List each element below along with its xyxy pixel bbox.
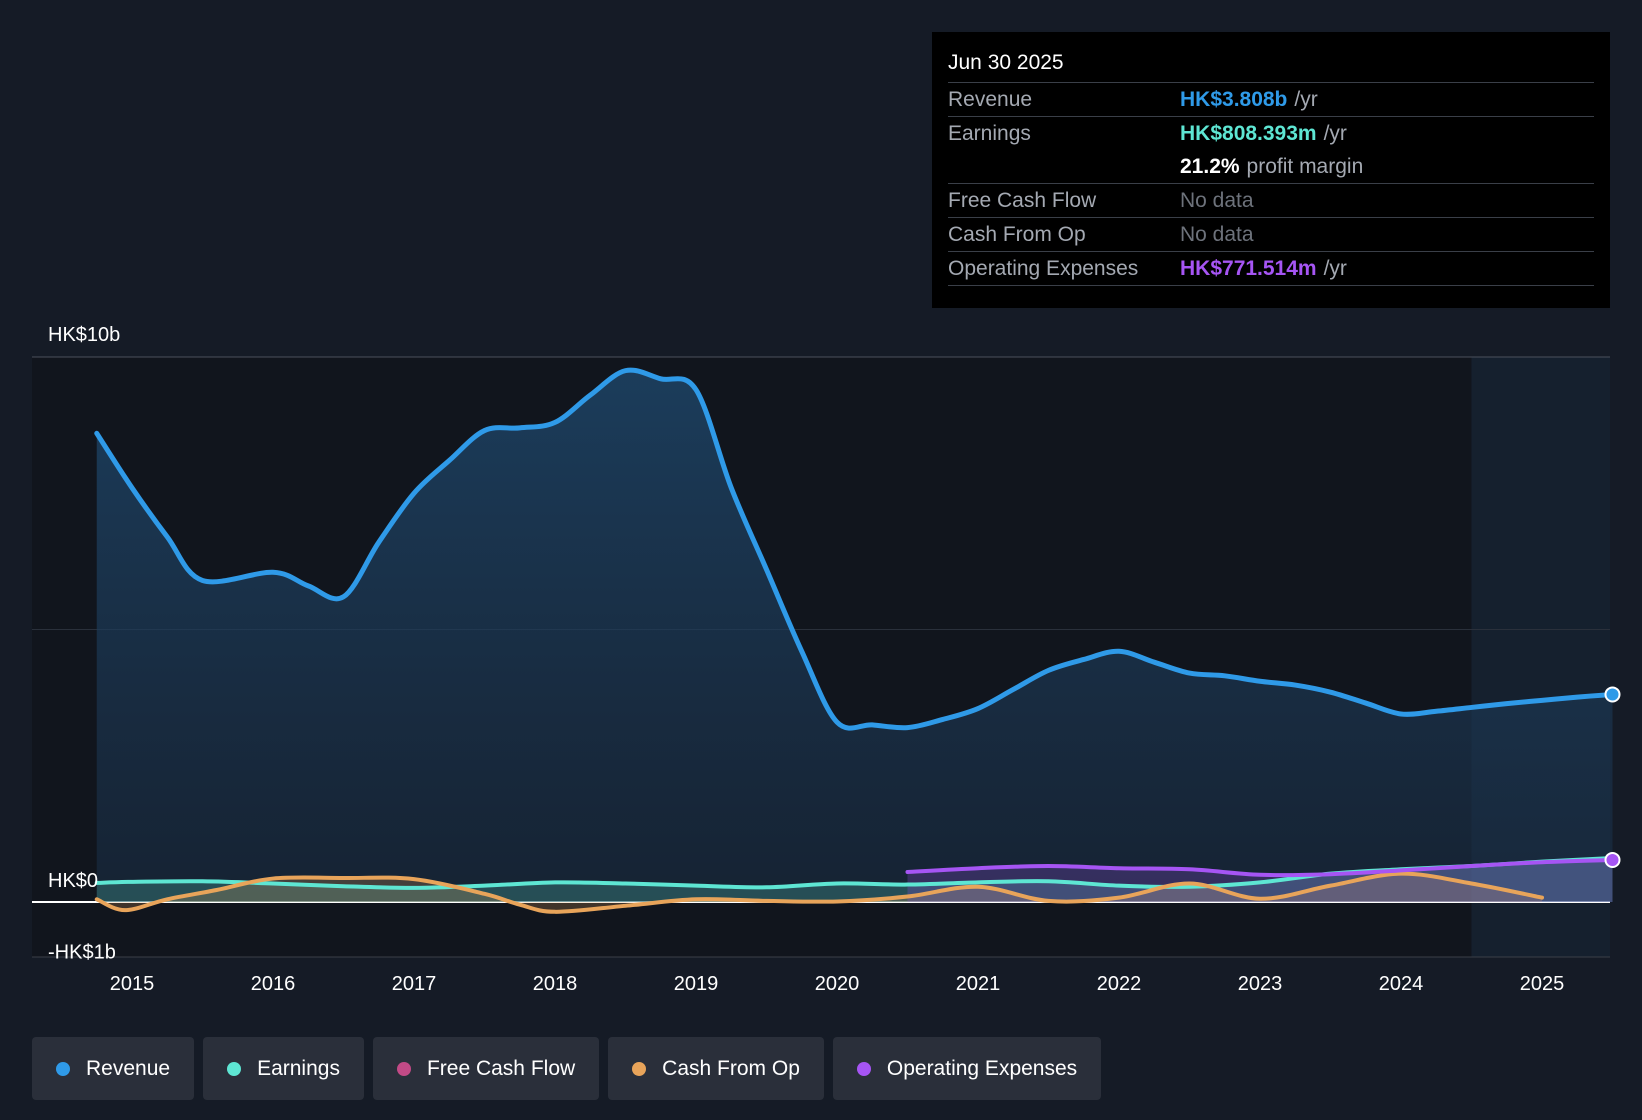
tooltip-label: Earnings: [948, 121, 1031, 145]
x-tick-label: 2025: [1520, 973, 1565, 995]
area-revenue: [96, 370, 1613, 902]
line-cash-from-op: [94, 871, 1544, 914]
marker-operating-expenses: [1604, 851, 1621, 868]
legend: Revenue Earnings Free Cash Flow Cash Fro…: [32, 1037, 1102, 1100]
tooltip-unit: /yr: [1323, 256, 1347, 280]
legend-dot-icon: [632, 1061, 647, 1076]
legend-dot-icon: [396, 1061, 411, 1076]
tooltip-row-operating-expenses: Operating Expenses HK$771.514m /yr: [948, 252, 1594, 286]
y-tick-label: HK$0: [48, 870, 98, 892]
legend-dot-icon: [227, 1061, 242, 1076]
series-lines: [94, 367, 1615, 914]
legend-label: Revenue: [86, 1056, 171, 1080]
tooltip-unit: /yr: [1323, 121, 1347, 145]
tooltip-unit: /yr: [1294, 87, 1318, 111]
y-tick-labels: HK$10b HK$0 -HK$1b: [48, 324, 120, 964]
x-tick-label: 2019: [674, 973, 719, 995]
legend-label: Earnings: [257, 1056, 340, 1080]
legend-label: Free Cash Flow: [426, 1056, 576, 1080]
legend-item-operating-expenses[interactable]: Operating Expenses: [832, 1037, 1102, 1100]
tooltip-row-earnings: Earnings HK$808.393m /yr: [948, 117, 1594, 150]
marker-revenue: [1604, 686, 1621, 703]
tooltip-value: HK$771.514m: [1180, 256, 1317, 280]
tooltip-panel: Jun 30 2025 Revenue HK$3.808b /yr Earnin…: [932, 32, 1610, 308]
x-tick-label: 2015: [110, 973, 155, 995]
tooltip-value: No data: [1180, 188, 1254, 212]
legend-item-earnings[interactable]: Earnings: [203, 1037, 364, 1100]
tooltip-value: HK$808.393m: [1180, 121, 1317, 145]
tooltip-value: No data: [1180, 222, 1254, 246]
x-tick-label: 2020: [815, 973, 860, 995]
x-tick-label: 2023: [1238, 973, 1283, 995]
y-tick-label: HK$10b: [48, 324, 120, 346]
legend-dot-icon: [56, 1061, 70, 1076]
legend-item-free-cash-flow[interactable]: Free Cash Flow: [372, 1037, 600, 1100]
x-tick-label: 2022: [1097, 973, 1142, 995]
tooltip-value: HK$3.808b: [1180, 87, 1288, 111]
legend-item-cash-from-op[interactable]: Cash From Op: [608, 1037, 824, 1100]
tooltip-label: Free Cash Flow: [948, 188, 1097, 212]
tooltip-value: 21.2%: [1180, 154, 1240, 178]
tooltip-label: Revenue: [948, 87, 1033, 111]
x-tick-label: 2021: [956, 973, 1001, 995]
legend-label: Cash From Op: [662, 1056, 800, 1080]
tooltip-label: Cash From Op: [948, 222, 1086, 246]
tooltip-row-revenue: Revenue HK$3.808b /yr: [948, 83, 1594, 117]
end-markers: [1604, 686, 1621, 868]
area-cash-from-op: [96, 873, 1542, 912]
legend-label: Operating Expenses: [886, 1056, 1078, 1080]
x-tick-label: 2024: [1379, 973, 1424, 995]
x-tick-label: 2016: [251, 973, 296, 995]
tooltip-label: Operating Expenses: [948, 256, 1139, 280]
x-tick-label: 2017: [392, 973, 437, 995]
tooltip-row-profit-margin: 21.2% profit margin: [948, 150, 1594, 184]
legend-item-revenue[interactable]: Revenue: [32, 1037, 195, 1100]
tooltip-unit: profit margin: [1246, 154, 1364, 178]
line-operating-expenses: [905, 857, 1615, 878]
legend-dot-icon: [856, 1061, 871, 1076]
x-tick-label: 2018: [533, 973, 578, 995]
tooltip-date: Jun 30 2025: [948, 44, 1594, 83]
tooltip-row-cash-from-op: Cash From Op No data: [948, 218, 1594, 252]
tooltip-row-free-cash-flow: Free Cash Flow No data: [948, 184, 1594, 218]
y-tick-label: -HK$1b: [48, 942, 116, 964]
x-tick-labels: 2015 2016 2017 2018 2019 2020 2021 2022 2023 2024…: [110, 973, 1565, 995]
line-revenue: [94, 367, 1615, 731]
